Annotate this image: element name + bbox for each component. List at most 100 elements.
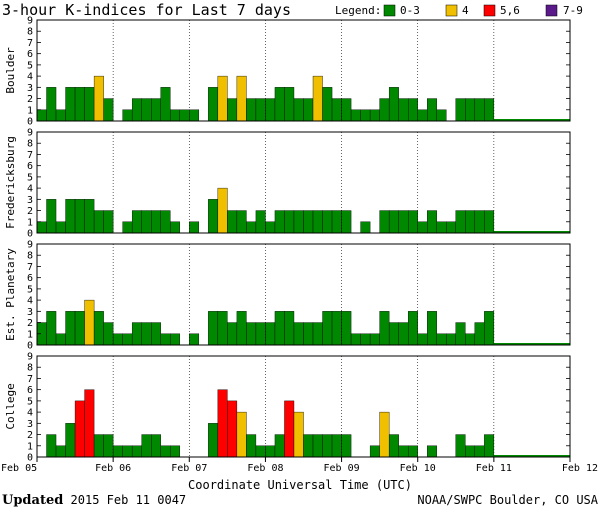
bar: [179, 109, 190, 122]
bar: [322, 434, 333, 458]
x-tick-label: Feb 09: [324, 463, 360, 474]
bar: [84, 389, 95, 458]
bar: [151, 434, 161, 458]
y-tick-label: 3: [27, 83, 33, 94]
bar: [46, 434, 57, 458]
legend-text-0-3: 0-3: [400, 4, 420, 17]
bar: [474, 322, 485, 346]
bar: [265, 98, 276, 122]
bar: [265, 322, 276, 346]
bar: [455, 98, 466, 122]
y-tick-label: 7: [27, 262, 33, 273]
bar: [112, 445, 123, 458]
bar: [303, 322, 314, 346]
bar: [265, 445, 276, 458]
bar: [84, 199, 95, 234]
bar: [398, 445, 409, 458]
bar: [331, 311, 342, 346]
bar: [208, 87, 219, 122]
bar: [217, 187, 228, 234]
panels: 0123456789Boulder0123456789Fredericksbur…: [4, 16, 571, 464]
bar: [103, 98, 114, 122]
bar: [284, 210, 295, 234]
bar: [360, 221, 371, 234]
bar: [84, 299, 95, 346]
bar: [322, 311, 333, 346]
bar: [436, 221, 447, 234]
panel-label: Boulder: [4, 47, 17, 94]
bar: [484, 434, 495, 458]
y-tick-label: 8: [27, 139, 33, 150]
bar: [236, 210, 247, 234]
bar: [112, 333, 123, 346]
bar: [141, 210, 152, 234]
y-tick-label: 5: [27, 172, 33, 183]
bar: [227, 210, 238, 234]
bar: [122, 333, 133, 346]
bar: [246, 322, 257, 346]
y-tick-label: 8: [27, 251, 33, 262]
y-tick-label: 6: [27, 385, 33, 396]
bar: [217, 389, 228, 458]
bar: [388, 434, 399, 458]
updated-label: Updated: [2, 492, 64, 508]
y-tick-label: 9: [27, 240, 33, 251]
bar: [170, 109, 180, 122]
bar: [408, 98, 418, 122]
bar: [74, 400, 85, 458]
bar: [93, 75, 104, 122]
bar: [331, 98, 342, 122]
x-tick-label: Feb 11: [476, 463, 512, 474]
bar: [303, 434, 314, 458]
bar: [388, 210, 399, 234]
bar: [255, 210, 266, 234]
panel-frame: [36, 243, 571, 346]
bar: [293, 210, 304, 234]
source-credit: NOAA/SWPC Boulder, CO USA: [417, 493, 598, 507]
bar: [312, 210, 323, 234]
y-tick-label: 7: [27, 150, 33, 161]
bar: [160, 333, 171, 346]
y-tick-label: 6: [27, 49, 33, 60]
y-tick-label: 2: [27, 206, 33, 217]
bar: [293, 411, 304, 458]
bar: [208, 423, 219, 458]
bar: [131, 445, 142, 458]
bar: [465, 98, 476, 122]
bar: [379, 210, 390, 234]
bar: [65, 423, 76, 458]
panel-label: Est. Planetary: [4, 248, 17, 341]
bar: [322, 87, 333, 122]
bar: [455, 322, 466, 346]
bar: [341, 434, 352, 458]
legend-text-5-6: 5,6: [500, 4, 520, 17]
bar: [122, 221, 133, 234]
y-tick-label: 4: [27, 296, 33, 307]
bar: [103, 434, 114, 458]
bar: [341, 311, 352, 346]
y-tick-label: 0: [27, 341, 33, 352]
bar: [417, 109, 428, 122]
bar: [484, 210, 495, 234]
bar: [408, 311, 418, 346]
y-tick-label: 1: [27, 217, 33, 228]
bar: [246, 221, 257, 234]
legend-swatch-5-6: [483, 4, 496, 17]
bar: [274, 311, 285, 346]
bar: [379, 411, 390, 458]
bar: [408, 445, 418, 458]
x-tick-label: Feb 12: [562, 463, 598, 474]
bar: [303, 210, 314, 234]
bar: [360, 333, 371, 346]
legend: Legend: 0-3 4 5,6 7-9: [335, 4, 583, 17]
legend-text-4: 4: [462, 4, 469, 17]
y-tick-label: 3: [27, 307, 33, 318]
bar: [369, 333, 380, 346]
y-tick-label: 8: [27, 363, 33, 374]
y-tick-label: 6: [27, 273, 33, 284]
bar: [284, 87, 295, 122]
bar: [246, 434, 257, 458]
bar: [74, 87, 85, 122]
